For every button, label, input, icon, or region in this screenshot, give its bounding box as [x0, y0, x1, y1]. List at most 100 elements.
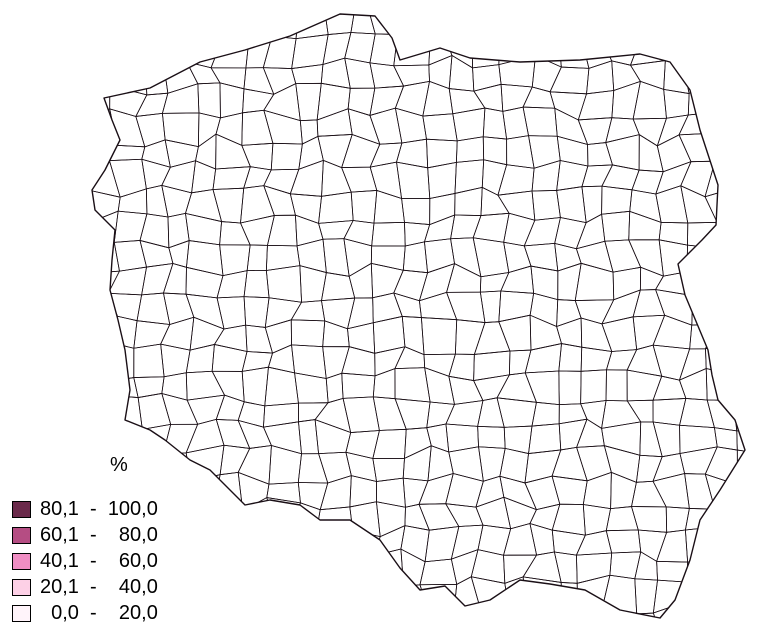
county-region — [92, 447, 113, 484]
county-region — [731, 80, 745, 118]
county-region — [92, 426, 119, 452]
county-region — [497, 190, 536, 221]
county-region — [507, 612, 534, 618]
county-region — [530, 265, 559, 300]
county-region — [446, 291, 486, 323]
county-region — [473, 350, 511, 381]
county-region — [554, 217, 587, 250]
county-region — [161, 185, 192, 218]
county-region — [528, 423, 562, 454]
county-region — [611, 80, 641, 120]
legend-swatch — [12, 553, 31, 570]
county-region — [185, 189, 222, 222]
county-region — [137, 14, 165, 37]
county-region — [679, 348, 707, 381]
county-region — [397, 584, 427, 613]
county-region — [709, 527, 738, 562]
county-region — [715, 552, 745, 582]
county-region — [471, 14, 510, 36]
county-region — [477, 425, 506, 449]
county-region — [708, 295, 744, 328]
county-region — [631, 506, 668, 533]
county-region — [263, 168, 300, 195]
county-region — [240, 185, 275, 224]
county-region — [92, 57, 118, 88]
county-region — [137, 34, 165, 68]
county-region — [639, 266, 664, 291]
county-region — [705, 600, 740, 618]
county-region — [219, 444, 251, 476]
county-region — [455, 136, 485, 163]
county-region — [393, 34, 431, 67]
county-region — [629, 189, 662, 223]
county-region — [704, 14, 737, 33]
county-region — [211, 525, 246, 556]
legend-row-60-80: 60,1 - 80,0 — [10, 524, 210, 548]
county-region — [343, 604, 379, 618]
county-region — [92, 188, 121, 225]
county-region — [522, 86, 556, 109]
county-region — [263, 185, 296, 216]
county-region — [290, 319, 326, 348]
county-region — [470, 576, 511, 615]
county-region — [243, 166, 272, 189]
county-region — [652, 344, 691, 381]
county-region — [347, 577, 380, 614]
county-region — [163, 31, 194, 68]
county-region — [369, 142, 403, 168]
county-region — [686, 244, 716, 273]
county-region — [219, 82, 245, 119]
county-region — [731, 504, 745, 531]
county-region — [498, 29, 538, 66]
county-region — [428, 40, 453, 66]
county-region — [163, 14, 196, 37]
county-region — [558, 370, 582, 406]
county-region — [733, 216, 745, 250]
county-region — [263, 402, 299, 428]
county-region — [269, 559, 301, 584]
county-region — [296, 238, 327, 273]
county-region — [141, 158, 171, 190]
county-region — [558, 418, 588, 451]
county-region — [92, 14, 114, 34]
county-region — [531, 190, 561, 221]
county-region — [626, 399, 654, 423]
county-region — [426, 138, 458, 169]
county-region — [394, 346, 426, 370]
county-region — [427, 445, 454, 482]
county-region — [341, 134, 381, 168]
legend-swatch — [12, 579, 31, 596]
county-region — [557, 262, 582, 301]
county-region — [210, 67, 247, 90]
county-region — [318, 191, 354, 224]
county-region — [163, 263, 187, 295]
county-region — [452, 107, 486, 142]
county-region — [731, 527, 745, 553]
county-region — [113, 210, 148, 243]
county-region — [92, 30, 118, 63]
county-region — [685, 577, 717, 608]
county-region — [450, 237, 482, 278]
county-region — [243, 270, 270, 299]
legend-row-40-60: 40,1 - 60,0 — [10, 550, 210, 574]
county-region — [247, 582, 275, 613]
county-region — [556, 160, 589, 191]
county-region — [263, 109, 303, 145]
county-region — [737, 113, 745, 146]
county-region — [480, 186, 510, 216]
county-region — [186, 240, 224, 276]
county-region — [397, 14, 431, 42]
county-region — [240, 215, 275, 246]
county-region — [707, 265, 744, 300]
county-region — [715, 218, 739, 250]
county-region — [298, 577, 328, 610]
county-region — [345, 451, 377, 482]
county-region — [393, 64, 430, 87]
county-region — [185, 213, 222, 246]
county-region — [347, 322, 376, 354]
county-region — [479, 290, 502, 323]
county-region — [445, 503, 484, 527]
county-region — [404, 221, 431, 247]
county-region — [705, 62, 737, 84]
county-region — [419, 583, 458, 611]
